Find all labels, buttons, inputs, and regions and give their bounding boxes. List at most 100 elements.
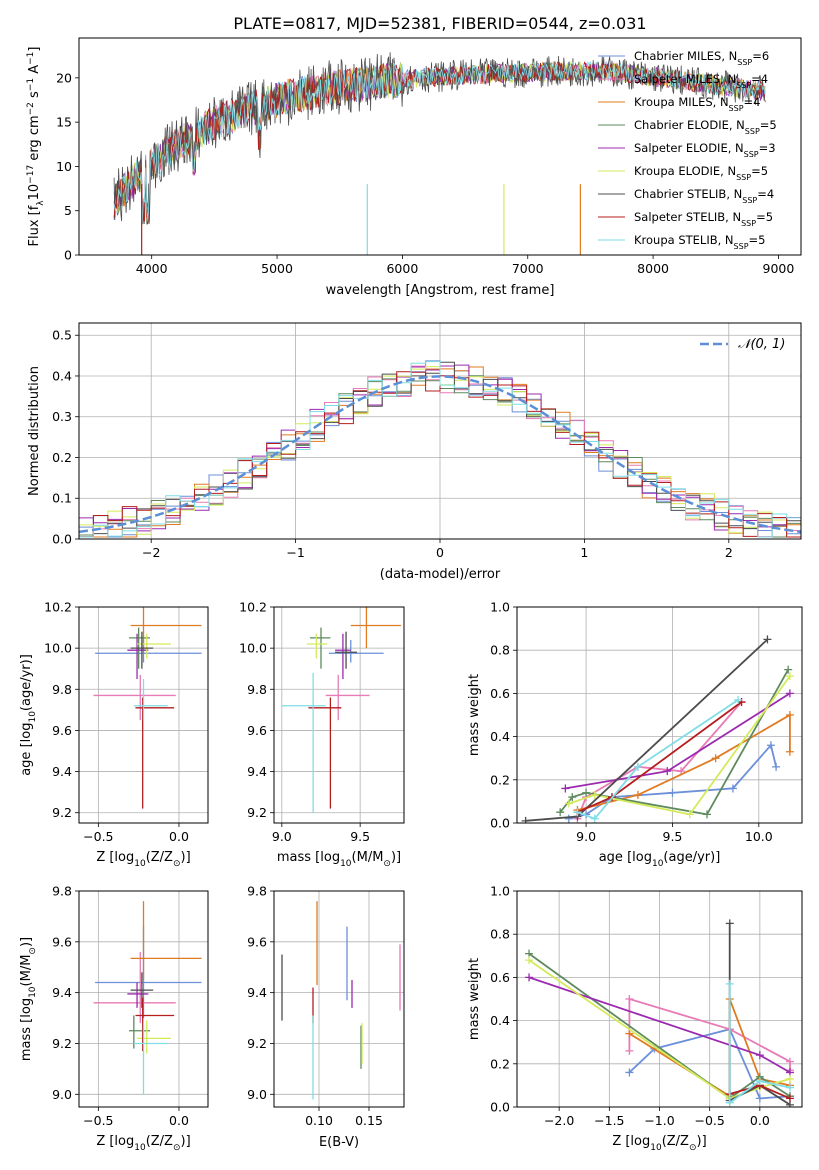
weight-marker <box>725 979 734 988</box>
weight-marker <box>663 767 672 776</box>
legend-label: 𝒩(0, 1) <box>738 337 785 352</box>
weight-marker <box>564 814 573 823</box>
weight-series <box>521 635 772 823</box>
weight-marker <box>728 784 737 793</box>
axes-frame <box>516 606 803 824</box>
x-tick-label: 4000 <box>136 261 168 276</box>
plot-area <box>281 607 401 813</box>
errorbar-point <box>130 972 154 1008</box>
x-tick-label: −0.5 <box>694 1113 724 1128</box>
y-tick-label: 9.0 <box>247 1087 267 1102</box>
y-tick-label: 9.4 <box>52 985 72 1000</box>
y-tick-label: 9.4 <box>52 764 72 779</box>
y-tick-label: 10.2 <box>239 600 267 615</box>
weight-marker <box>785 689 794 698</box>
y-tick-label: 9.2 <box>247 1036 267 1051</box>
panel-mass-vs-EBV: 0.10 0.15 9.0 9.2 9.4 9.6 9.8 E(B-V) <box>247 884 405 1150</box>
y-axis-label: age [log10(age/yr)] <box>19 654 38 776</box>
weight-marker <box>590 814 599 823</box>
plot-area <box>521 635 794 823</box>
y-tick-label: 0.6 <box>490 686 510 701</box>
x-tick-label: 9000 <box>763 261 795 276</box>
plot-area <box>93 607 202 809</box>
weight-marker <box>785 672 794 681</box>
x-tick-label: 2 <box>725 545 733 560</box>
panel-age-vs-mass: 9.0 9.5 9.2 9.4 9.6 9.8 10.0 10.2 mass [log10(M/… <box>239 600 405 869</box>
y-tick-label: 9.8 <box>247 682 267 697</box>
panel-mass-vs-Z: −0.5 0.0 9.0 9.2 9.4 9.6 9.8 Z [log10(Z/Z⊙)] mas… <box>19 884 209 1153</box>
x-tick-label: 9.0 <box>272 829 292 844</box>
y-tick-label: 9.6 <box>247 934 267 949</box>
panel-age-vs-Z: −0.5 0.0 9.2 9.4 9.6 9.8 10.0 10.2 Z [log10(Z/Z⊙… <box>19 600 209 869</box>
y-tick-label: 15 <box>56 115 72 130</box>
legend-entry: Kroupa STELIB, NSSP=5 <box>634 233 765 251</box>
weight-marker <box>725 1098 734 1107</box>
errorbar-point <box>93 674 176 721</box>
x-tick-label: −1 <box>286 545 304 560</box>
weight-marker <box>556 808 565 817</box>
weight-marker <box>785 747 794 756</box>
y-tick-label: 0.8 <box>490 643 510 658</box>
axes-frame <box>78 890 209 1108</box>
x-tick-label: 1 <box>580 545 588 560</box>
weight-marker <box>668 788 677 797</box>
weight-marker <box>573 808 582 817</box>
axes-frame <box>516 890 803 1108</box>
x-tick-label: −1.5 <box>594 1113 624 1128</box>
spectrum-line <box>113 60 766 225</box>
y-tick-label: 10 <box>56 159 72 174</box>
y-tick-label: 0.2 <box>490 772 510 787</box>
x-tick-label: 8000 <box>637 261 669 276</box>
weight-marker <box>625 995 634 1003</box>
y-axis-label: Flux [fλ10−17 erg cm−2 s−1 A−1] <box>26 47 46 247</box>
spectrum-legend: Chabrier MILES, NSSP=6 Salpeter MILES, NS… <box>598 49 777 251</box>
x-axis-label: wavelength [Angstrom, rest frame] <box>326 283 555 298</box>
y-tick-label: 9.8 <box>52 884 72 899</box>
weight-marker <box>525 973 534 982</box>
errorbar-point <box>130 631 154 669</box>
x-tick-label: 10.0 <box>745 829 773 844</box>
errorbar-point <box>130 901 202 980</box>
y-tick-label: 9.2 <box>52 805 72 820</box>
weight-series <box>725 979 794 1107</box>
weight-marker <box>785 1083 794 1092</box>
weight-marker <box>772 762 781 771</box>
weight-marker <box>633 790 642 799</box>
weight-marker <box>725 919 734 928</box>
panel-weight-vs-Z: −2.0 −1.5 −1.0 −0.5 0.0 0.0 0.2 0.4 0.6 0.8 1.0 Z [… <box>467 884 803 1153</box>
x-tick-label: 9.5 <box>663 829 683 844</box>
y-tick-label: 0.3 <box>52 409 72 424</box>
legend-entry: Salpeter STELIB, NSSP=5 <box>634 210 773 228</box>
y-tick-label: 0.1 <box>52 491 72 506</box>
y-tick-label: 9.6 <box>52 723 72 738</box>
x-tick-label: 7000 <box>512 261 544 276</box>
weight-marker <box>734 695 743 704</box>
weight-line <box>577 699 739 820</box>
legend-entry: Kroupa ELODIE, NSSP=5 <box>634 164 768 182</box>
axes-frame <box>78 37 802 256</box>
y-tick-label: 0.8 <box>490 927 510 942</box>
weight-marker <box>582 788 591 797</box>
weight-marker <box>755 1077 764 1086</box>
panel-spectrum: 4000 5000 6000 7000 8000 9000 0 5 10 15 20 waveleng… <box>26 37 802 298</box>
weight-marker <box>590 790 599 799</box>
plot-area <box>281 901 401 1100</box>
y-axis-label: mass weight <box>467 958 482 1040</box>
weight-marker <box>763 635 772 644</box>
legend-entry: Chabrier MILES, NSSP=6 <box>634 49 769 67</box>
x-tick-label: −0.5 <box>83 829 113 844</box>
y-tick-label: 9.0 <box>52 1087 72 1102</box>
errorbar-point <box>133 1023 168 1095</box>
legend-entry: Kroupa MILES, NSSP=4 <box>634 95 760 113</box>
weight-marker <box>525 956 534 965</box>
weight-marker <box>784 665 793 674</box>
errorbar-point <box>308 697 342 809</box>
y-tick-label: 0.4 <box>490 729 510 744</box>
x-tick-label: −2 <box>142 545 160 560</box>
x-tick-label: −1.0 <box>644 1113 674 1128</box>
weight-marker <box>625 1046 634 1055</box>
normal-curve <box>79 375 801 534</box>
y-tick-label: 0.5 <box>52 328 72 343</box>
errorbar-point <box>127 633 149 679</box>
